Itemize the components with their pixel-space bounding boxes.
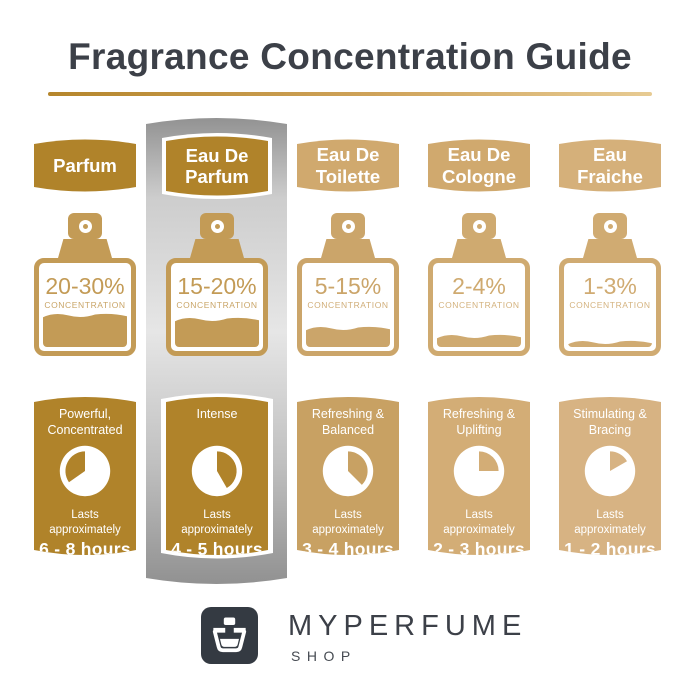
header-ribbon: Eau De Parfum (166, 132, 268, 200)
nozzle-icon (472, 219, 486, 233)
bottle-body: 5-15% CONCENTRATION (297, 258, 399, 356)
concentration-label: CONCENTRATION (44, 300, 126, 310)
fragrance-type-label: Eau Fraiche (577, 144, 643, 187)
nozzle-icon (78, 219, 92, 233)
title-underline (48, 92, 652, 96)
duration-card: Refreshing & Balanced Lasts approximatel… (297, 392, 399, 560)
concentration-value: 1-3% (583, 273, 637, 299)
nozzle-icon (341, 219, 355, 233)
concentration-value: 5-15% (314, 273, 382, 299)
page-title: Fragrance Concentration Guide (68, 36, 632, 77)
sprayer-cap-icon (331, 213, 365, 239)
column-eau-de-parfum: Eau De Parfum 15-20% CONCENTRATION Inten… (166, 0, 268, 600)
bottle-body: 1-3% CONCENTRATION (559, 258, 661, 356)
bottle-neck (321, 239, 375, 258)
column-eau-de-cologne: Eau De Cologne 2-4% CONCENTRATION Refres… (428, 0, 530, 600)
concentration-value: 20-30% (45, 273, 125, 299)
bottle-body: 15-20% CONCENTRATION (166, 258, 268, 356)
card-title: Stimulating & Bracing (573, 407, 647, 438)
header-ribbon: Eau Fraiche (559, 135, 661, 196)
brand-name: MYPERFUME (288, 610, 528, 642)
duration-card: Intense Lasts approximately 4 - 5 hours (166, 392, 268, 560)
perfume-bottle-icon: 20-30% CONCENTRATION (34, 213, 136, 356)
duration-card-border: Intense Lasts approximately 4 - 5 hours (161, 388, 273, 564)
brand-logo (201, 607, 258, 664)
perfume-bottle-icon: 15-20% CONCENTRATION (166, 213, 268, 356)
header-ribbon-border: Eau De Parfum (162, 128, 272, 204)
bottle-neck (58, 239, 112, 258)
duration-card: Powerful, Concentrated Lasts approximate… (34, 392, 136, 560)
sprayer-cap-icon (593, 213, 627, 239)
liquid-fill (306, 323, 390, 347)
perfume-bottle-icon: 1-3% CONCENTRATION (559, 213, 661, 356)
card-title: Powerful, Concentrated (47, 407, 123, 438)
bottle-body: 20-30% CONCENTRATION (34, 258, 136, 356)
duration-value: 3 - 4 hours (302, 538, 394, 559)
bottle-neck (190, 239, 244, 258)
bottle-neck (583, 239, 637, 258)
sprayer-cap-icon (200, 213, 234, 239)
lasts-label: Lasts approximately (312, 509, 384, 536)
nozzle-icon (603, 219, 617, 233)
card-title: Refreshing & Balanced (311, 407, 385, 438)
clock-icon (57, 443, 113, 499)
column-parfum: Parfum 20-30% CONCENTRATION Powerful, Co… (34, 0, 136, 600)
concentration-label: CONCENTRATION (569, 300, 651, 310)
duration-card: Refreshing & Uplifting Lasts approximate… (428, 392, 530, 560)
header-ribbon: Parfum (34, 135, 136, 196)
sprayer-cap-icon (68, 213, 102, 239)
lasts-label: Lasts approximately (49, 509, 121, 536)
concentration-label: CONCENTRATION (438, 300, 520, 310)
perfume-bottle-icon: 2-4% CONCENTRATION (428, 213, 530, 356)
column-eau-fraiche: Eau Fraiche 1-3% CONCENTRATION Stimulati… (559, 0, 661, 600)
fragrance-type-label: Eau De Cologne (442, 144, 516, 187)
sprayer-cap-icon (462, 213, 496, 239)
bottle-body: 2-4% CONCENTRATION (428, 258, 530, 356)
fragrance-type-label: Eau De Toilette (315, 144, 381, 187)
card-title: Refreshing & Uplifting (442, 407, 516, 438)
liquid-fill (175, 314, 259, 347)
fragrance-type-label: Parfum (53, 154, 117, 176)
header-ribbon: Eau De Toilette (297, 135, 399, 196)
duration-value: 6 - 8 hours (39, 538, 131, 559)
concentration-label: CONCENTRATION (307, 300, 389, 310)
bottle-neck (452, 239, 506, 258)
clock-icon (451, 443, 507, 499)
card-title: Intense (196, 407, 238, 421)
lasts-label: Lasts approximately (574, 509, 646, 536)
clock-icon (320, 443, 376, 499)
column-eau-de-toilette: Eau De Toilette 5-15% CONCENTRATION Refr… (297, 0, 399, 600)
concentration-value: 15-20% (177, 273, 257, 299)
perfume-bottle-icon: 5-15% CONCENTRATION (297, 213, 399, 356)
fragrance-type-label: Eau De Parfum (185, 144, 249, 187)
liquid-fill (568, 337, 652, 347)
liquid-fill (43, 310, 127, 347)
lasts-label: Lasts approximately (181, 509, 253, 536)
liquid-fill (437, 331, 521, 347)
concentration-value: 2-4% (452, 273, 506, 299)
brand-subtitle: SHOP (291, 648, 357, 664)
clock-icon (582, 443, 638, 499)
duration-value: 2 - 3 hours (433, 538, 525, 559)
concentration-label: CONCENTRATION (176, 300, 258, 310)
lasts-label: Lasts approximately (443, 509, 515, 536)
duration-card: Stimulating & Bracing Lasts approximatel… (559, 392, 661, 560)
duration-value: 4 - 5 hours (171, 538, 263, 559)
nozzle-icon (210, 219, 224, 233)
header-ribbon: Eau De Cologne (428, 135, 530, 196)
clock-icon (189, 443, 245, 499)
perfume-bottle-icon (212, 617, 247, 653)
duration-value: 1 - 2 hours (564, 538, 656, 559)
